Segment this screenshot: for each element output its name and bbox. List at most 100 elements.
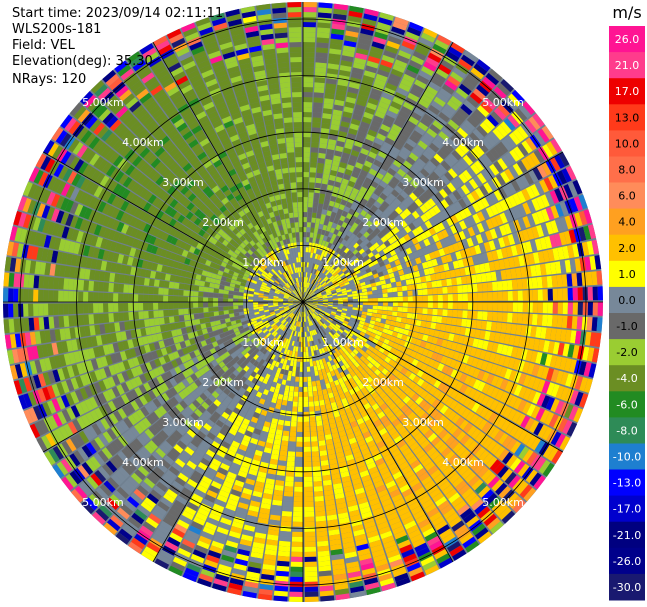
velocity-gate [338,243,344,250]
velocity-gate [342,45,356,53]
velocity-gate [360,121,370,129]
velocity-gate [337,79,349,87]
velocity-gate [293,396,298,402]
velocity-gate [303,117,312,123]
velocity-gate [305,242,309,248]
velocity-gate [303,17,317,23]
velocity-gate [335,176,343,183]
velocity-gate [448,153,459,164]
velocity-gate [319,142,328,149]
velocity-gate [353,183,362,191]
velocity-gate [375,26,390,36]
velocity-gate [365,220,373,228]
velocity-field [3,2,603,602]
velocity-gate [344,168,353,176]
velocity-gate [358,221,366,228]
velocity-gate [326,265,332,271]
velocity-gate [444,79,458,91]
velocity-gate [375,172,384,180]
velocity-gate [319,193,326,200]
velocity-gate [303,92,313,98]
velocity-gate [303,282,305,288]
velocity-gate [404,69,418,79]
velocity-gate [416,283,423,290]
velocity-gate [413,162,423,172]
velocity-gate [319,255,324,261]
velocity-gate [395,137,406,147]
velocity-gate [303,42,315,48]
velocity-gate [483,97,497,110]
velocity-gate [522,290,528,301]
velocity-gate [490,111,503,124]
velocity-gate [309,232,314,238]
velocity-gate [304,292,306,298]
velocity-gate [318,7,333,14]
velocity-gate [357,190,365,198]
velocity-gate [542,302,548,314]
velocity-gate [317,540,329,547]
velocity-gate [402,73,416,83]
velocity-gate [521,278,528,290]
velocity-gate [305,292,308,298]
velocity-gate [413,107,425,117]
velocity-gate [308,289,312,294]
velocity-gate [321,229,326,236]
velocity-gate [374,137,384,146]
velocity-gate [396,54,410,64]
velocity-gate [298,391,303,397]
velocity-gate [422,113,435,124]
velocity-gate [402,101,415,111]
velocity-gate [294,471,303,477]
velocity-gate [303,62,315,68]
velocity-gate [296,366,300,372]
velocity-gate [318,570,332,577]
velocity-gate [365,65,378,74]
velocity-gate [384,172,394,181]
velocity-gate [372,212,380,220]
velocity-gate [320,280,326,286]
velocity-gate [317,22,331,29]
velocity-gate [332,206,339,214]
velocity-gate [373,227,381,235]
velocity-gate [340,157,349,164]
velocity-gate [492,281,498,291]
velocity-gate [310,371,315,377]
velocity-gate [317,17,332,24]
velocity-gate [458,142,470,154]
velocity-gate [427,52,442,63]
velocity-gate [493,107,507,121]
velocity-gate [343,261,350,268]
velocity-gate [315,282,320,288]
velocity-gate [422,288,428,295]
velocity-gate [289,581,303,587]
velocity-gate [279,530,291,537]
velocity-gate [348,219,355,227]
velocity-gate [319,137,328,144]
velocity-gate [472,292,478,301]
velocity-gate [278,545,291,552]
velocity-gate [557,302,563,314]
velocity-gate [303,441,311,447]
velocity-gate [303,451,312,457]
velocity-gate [299,381,303,387]
velocity-gate [328,248,333,255]
velocity-gate [477,105,490,118]
velocity-gate [337,219,344,226]
velocity-gate [397,181,406,190]
velocity-gate [352,299,358,302]
velocity-gate [400,128,411,138]
velocity-gate [304,531,316,537]
velocity-gate [318,152,326,159]
velocity-gate [420,94,433,105]
velocity-gate [363,238,370,245]
velocity-gate [284,481,294,487]
velocity-gate [416,158,426,168]
velocity-gate [432,294,438,302]
velocity-gate [304,586,319,592]
velocity-gate [372,142,382,151]
velocity-gate [346,185,354,193]
velocity-gate [352,249,359,255]
velocity-gate [312,471,322,477]
velocity-gate [460,103,473,116]
velocity-gate [417,302,423,308]
